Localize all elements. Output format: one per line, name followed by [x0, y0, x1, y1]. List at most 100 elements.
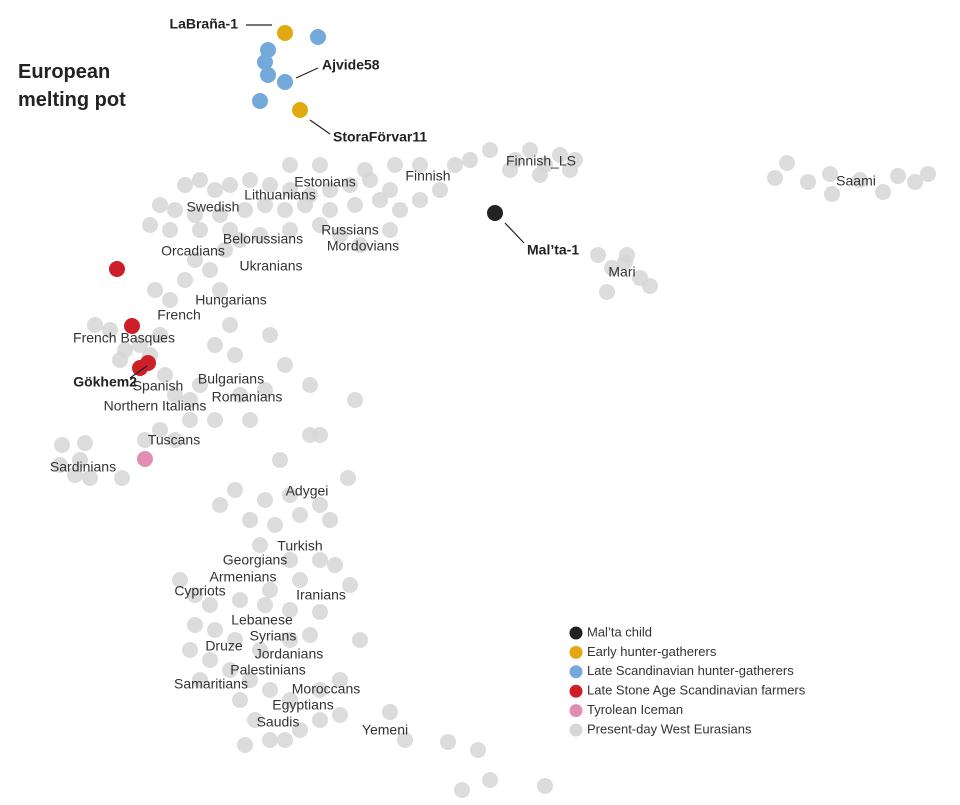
sample-label: Mal’ta-1 — [527, 242, 579, 258]
point — [237, 202, 253, 218]
point — [232, 387, 248, 403]
point — [112, 352, 128, 368]
point — [312, 217, 328, 233]
point — [182, 642, 198, 658]
population-label: Turkish — [277, 538, 322, 554]
legend-label: Present-day West Eurasians — [587, 721, 752, 736]
point — [152, 422, 168, 438]
population-label: Saudis — [257, 714, 300, 730]
population-label: Mordovians — [327, 238, 399, 254]
population-label: Finnish_LS — [506, 153, 576, 169]
point — [260, 42, 276, 58]
point — [310, 29, 326, 45]
population-label: French Basques — [73, 330, 175, 346]
point — [907, 174, 923, 190]
legend-label: Late Scandinavian hunter-gatherers — [587, 663, 794, 678]
population-label: Yemeni — [362, 722, 408, 738]
population-label: Spanish — [133, 378, 184, 394]
point — [267, 517, 283, 533]
point — [217, 242, 233, 258]
point — [312, 427, 328, 443]
point — [537, 778, 553, 794]
point — [532, 167, 548, 183]
population-label: Romanians — [212, 389, 283, 405]
point — [257, 54, 273, 70]
point — [242, 172, 258, 188]
point — [132, 337, 148, 353]
point — [292, 102, 308, 118]
legend-swatch — [569, 645, 583, 659]
point — [292, 507, 308, 523]
point — [282, 157, 298, 173]
population-label: Finnish — [405, 168, 450, 184]
point — [282, 552, 298, 568]
point — [282, 692, 298, 708]
point — [242, 412, 258, 428]
point — [182, 412, 198, 428]
point — [257, 597, 273, 613]
point — [257, 492, 273, 508]
point — [277, 74, 293, 90]
point — [297, 197, 313, 213]
point — [282, 602, 298, 618]
point — [109, 261, 125, 277]
point — [147, 282, 163, 298]
point — [312, 552, 328, 568]
point — [890, 168, 906, 184]
point — [262, 732, 278, 748]
point — [227, 482, 243, 498]
point — [102, 322, 118, 338]
population-label: Tuscans — [148, 432, 200, 448]
point — [207, 337, 223, 353]
point — [412, 192, 428, 208]
population-label: Lebanese — [231, 612, 293, 628]
point — [277, 732, 293, 748]
population-label: Adygei — [286, 483, 329, 499]
point — [124, 318, 140, 334]
point — [192, 222, 208, 238]
point — [260, 67, 276, 83]
point — [322, 182, 338, 198]
point — [292, 572, 308, 588]
point — [252, 227, 268, 243]
point — [352, 237, 368, 253]
point — [172, 572, 188, 588]
population-label: Moroccans — [292, 681, 360, 697]
point — [187, 207, 203, 223]
population-label: Iranians — [296, 587, 346, 603]
point — [342, 177, 358, 193]
leader-line — [309, 119, 331, 135]
point — [207, 412, 223, 428]
point — [177, 177, 193, 193]
point — [372, 192, 388, 208]
point — [282, 222, 298, 238]
point — [142, 217, 158, 233]
point — [502, 162, 518, 178]
point — [222, 222, 238, 238]
point — [302, 377, 318, 393]
point — [599, 284, 615, 300]
point — [312, 497, 328, 513]
population-label: Sardinians — [50, 459, 116, 475]
point — [137, 451, 153, 467]
point — [282, 487, 298, 503]
point — [222, 177, 238, 193]
point — [382, 182, 398, 198]
point — [875, 184, 891, 200]
point — [182, 392, 198, 408]
point — [167, 387, 183, 403]
population-label: Swedish — [187, 199, 240, 215]
point — [262, 177, 278, 193]
point — [192, 672, 208, 688]
sample-label: LaBraña-1 — [170, 16, 239, 32]
leader-line — [504, 222, 525, 244]
point — [382, 704, 398, 720]
point — [222, 662, 238, 678]
point — [262, 582, 278, 598]
point — [252, 642, 268, 658]
point — [340, 470, 356, 486]
point — [779, 155, 795, 171]
point — [162, 292, 178, 308]
